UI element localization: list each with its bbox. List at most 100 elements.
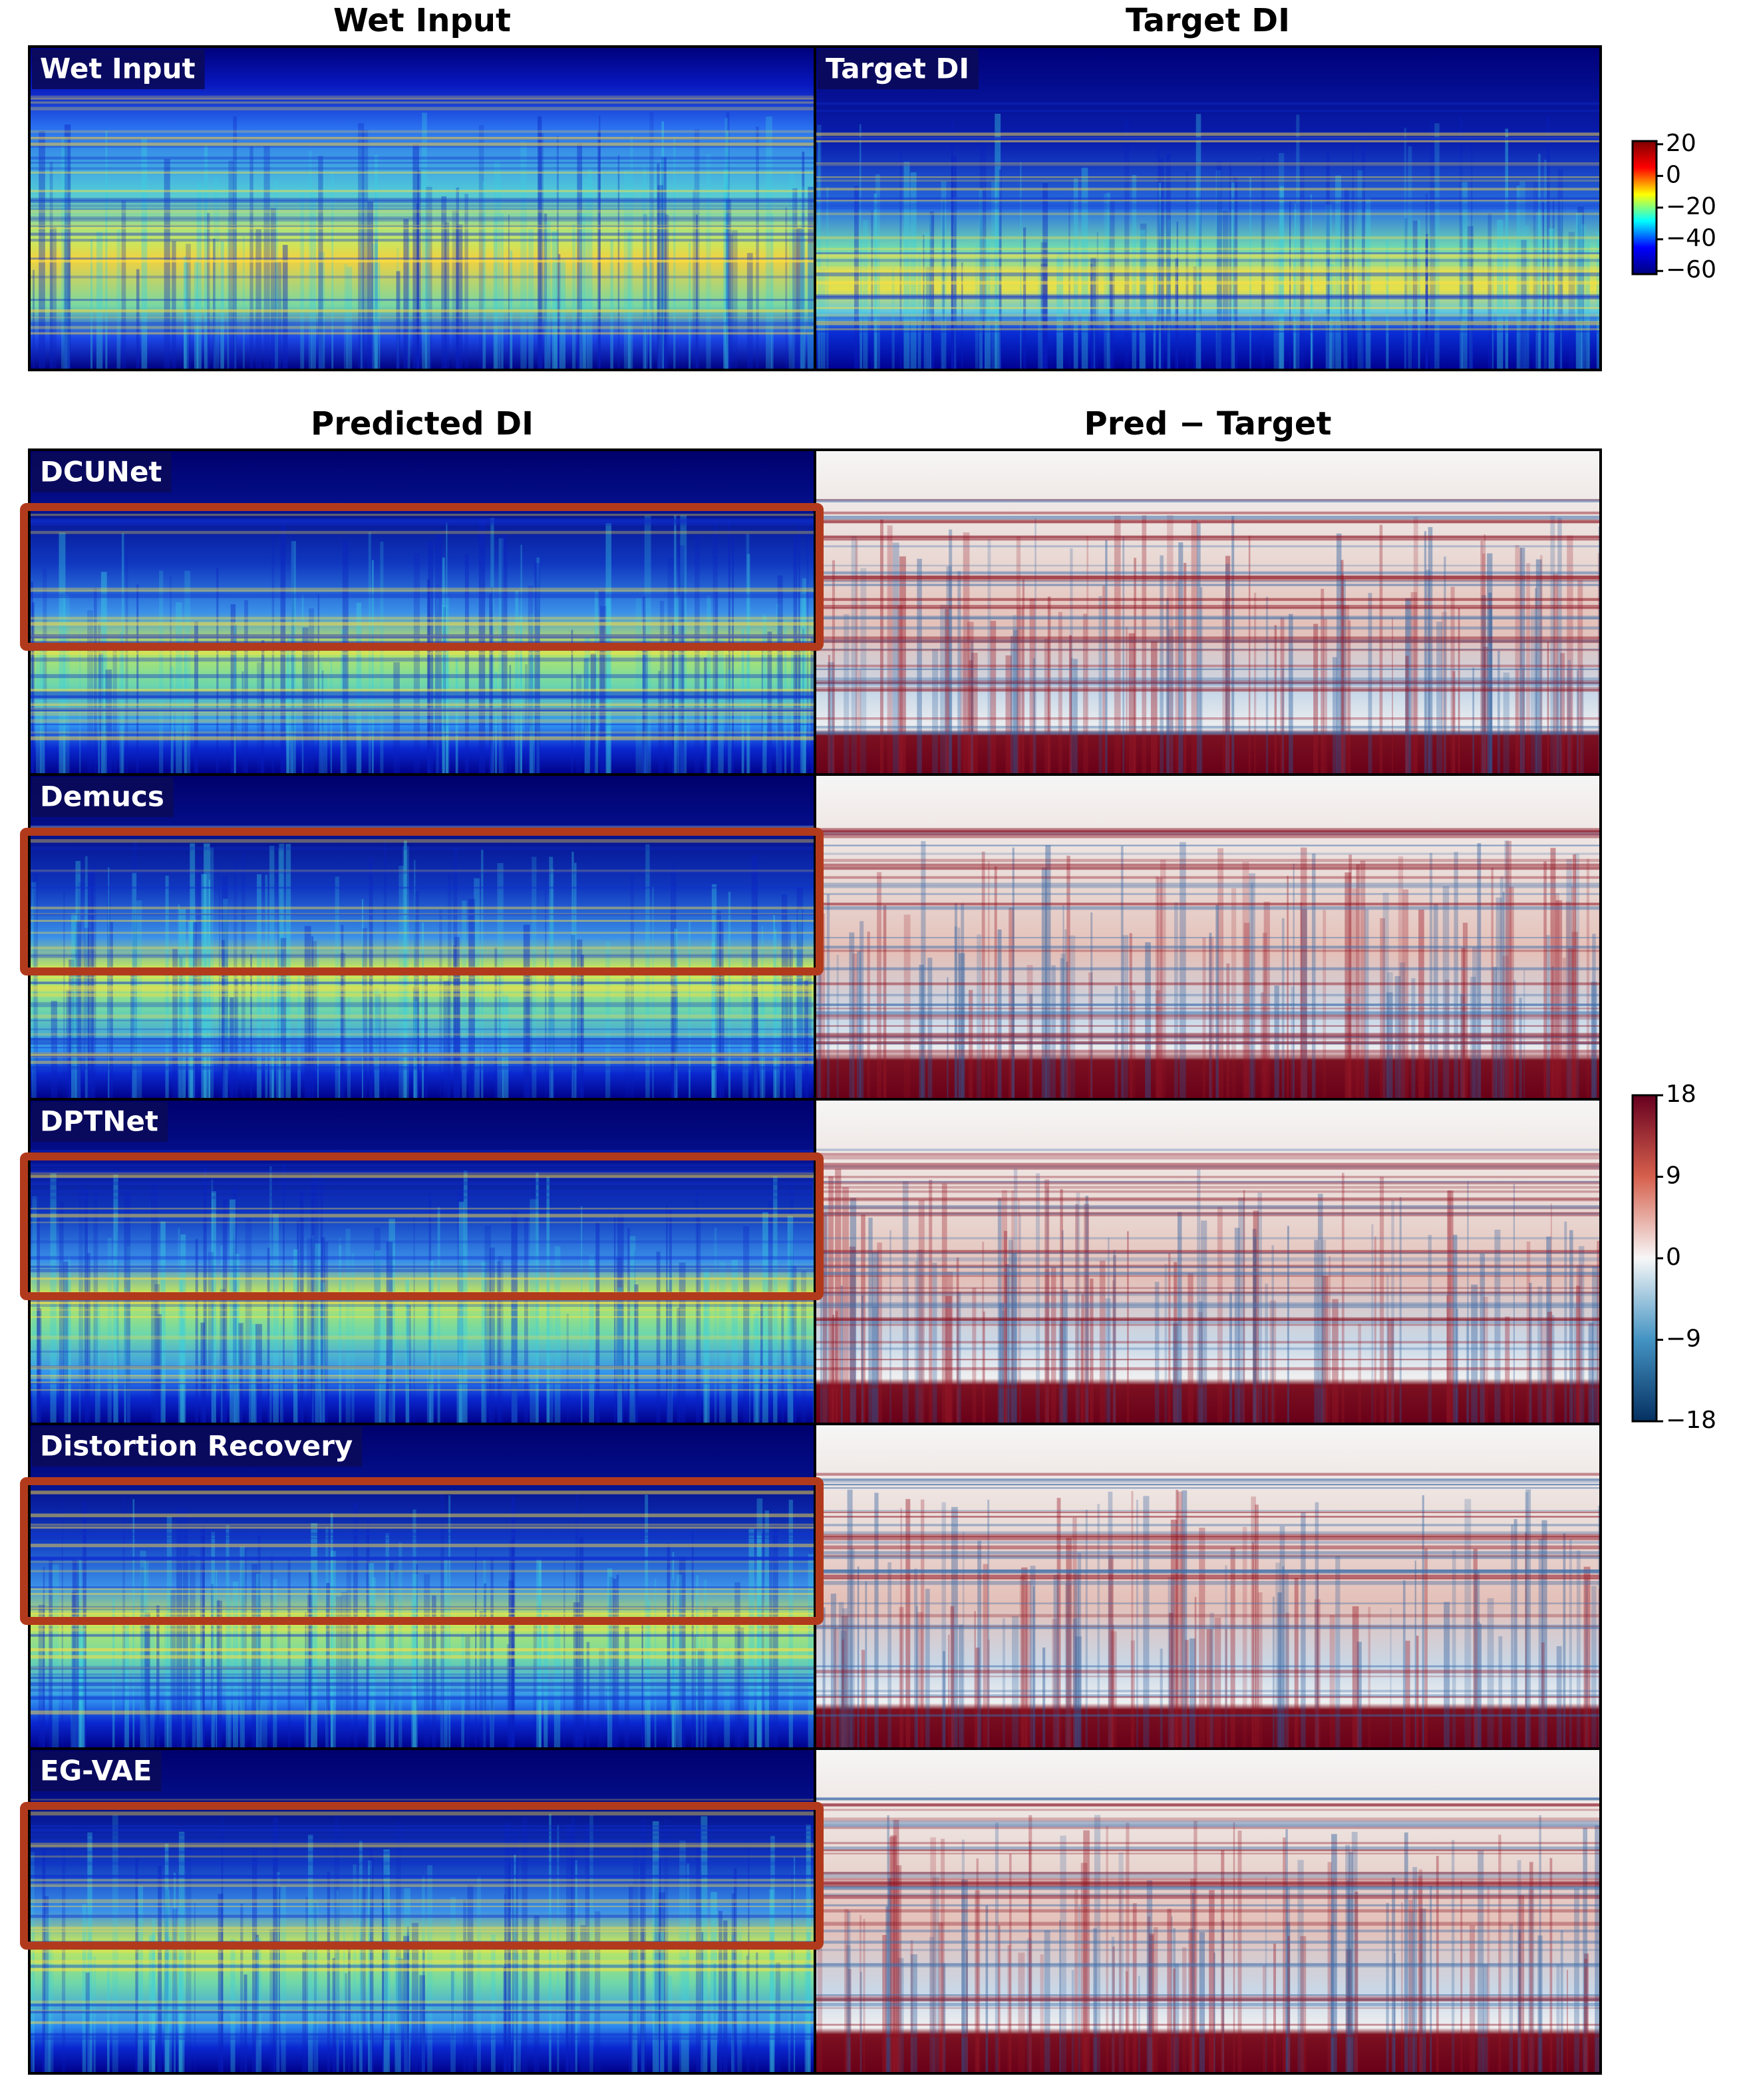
streak — [141, 138, 148, 370]
streak — [1502, 892, 1505, 1099]
streak — [852, 953, 858, 1099]
highlight-box — [20, 1477, 824, 1625]
harmonic — [815, 295, 1601, 299]
streak — [1368, 593, 1372, 775]
streak — [49, 162, 53, 370]
streak — [725, 654, 728, 775]
streak — [667, 1542, 671, 1749]
streak — [657, 185, 663, 370]
colorbar-tick-label: −9 — [1666, 1325, 1701, 1353]
streak — [1193, 266, 1197, 370]
streak — [84, 856, 88, 1099]
streak — [802, 151, 805, 370]
harmonic — [815, 1287, 1601, 1289]
streak — [1257, 1192, 1263, 1424]
streak — [398, 1958, 404, 2073]
streak — [429, 1260, 434, 1424]
streak — [77, 882, 84, 1099]
harmonic — [815, 1511, 1601, 1513]
streak — [456, 224, 463, 370]
streak — [363, 928, 367, 1099]
streak — [1149, 1935, 1154, 2073]
streak — [1110, 272, 1113, 370]
streak — [32, 1922, 35, 2073]
streak — [1145, 942, 1151, 1099]
streak — [1300, 902, 1303, 1099]
harmonic — [815, 885, 1601, 888]
panel-label: Distortion Recovery — [40, 1430, 353, 1463]
column-title: Target DI — [1126, 2, 1290, 39]
streak — [1070, 657, 1073, 775]
streak — [30, 1851, 35, 2073]
streak — [678, 545, 685, 775]
streak — [1066, 1538, 1072, 1749]
streak — [890, 1835, 897, 2073]
streak — [1497, 650, 1500, 775]
streak — [71, 1592, 76, 1749]
harmonic — [29, 1300, 815, 1304]
streak — [983, 1311, 985, 1424]
streak — [706, 154, 711, 370]
streak — [694, 129, 700, 370]
harmonic — [29, 617, 815, 620]
harmonic — [815, 1872, 1601, 1875]
harmonic — [29, 674, 815, 679]
streak — [1356, 1642, 1362, 1749]
streak — [1255, 1504, 1259, 1749]
streak — [571, 629, 573, 775]
harmonic — [815, 967, 1601, 971]
harmonic — [815, 1323, 1601, 1326]
harmonic — [29, 592, 815, 596]
streak — [1168, 1577, 1175, 1749]
harmonic — [815, 1675, 1601, 1677]
harmonic — [815, 1797, 1601, 1800]
streak — [184, 261, 189, 370]
streak — [760, 1302, 763, 1424]
streak — [351, 1253, 355, 1424]
streak — [463, 1899, 466, 2073]
streak — [1392, 617, 1394, 775]
streak — [1222, 210, 1229, 370]
streak — [595, 1222, 600, 1424]
streak — [1174, 1262, 1178, 1424]
streak — [1414, 1560, 1416, 1749]
streak — [697, 1216, 701, 1424]
harmonic — [815, 1510, 1601, 1512]
streak — [490, 587, 494, 775]
streak — [1225, 1629, 1227, 1749]
harmonic — [815, 1626, 1601, 1630]
streak — [695, 1827, 702, 2073]
streak — [31, 602, 35, 775]
streak — [456, 1315, 460, 1424]
streak — [1368, 1606, 1371, 1749]
streak — [372, 1577, 376, 1749]
harmonic — [29, 723, 815, 725]
harmonic — [815, 1317, 1601, 1321]
streak — [441, 196, 447, 370]
harmonic — [29, 98, 815, 100]
harmonic — [29, 696, 815, 700]
streak — [1090, 1278, 1094, 1424]
harmonic — [29, 1350, 815, 1353]
harmonic — [29, 1556, 815, 1560]
streak — [1533, 182, 1538, 370]
streak — [991, 181, 997, 370]
streak — [136, 269, 140, 370]
streak — [405, 1278, 410, 1424]
harmonic — [815, 1922, 1601, 1926]
streak — [1451, 1840, 1455, 2073]
panel-label: Wet Input — [40, 53, 196, 85]
harmonic — [815, 1014, 1601, 1017]
streak — [1019, 1576, 1025, 1749]
harmonic — [815, 2002, 1601, 2007]
harmonic — [815, 1689, 1601, 1693]
harmonic — [29, 1526, 815, 1529]
streak — [634, 1250, 636, 1424]
streak — [1199, 1932, 1205, 2073]
streak — [679, 1840, 686, 2073]
streak — [907, 1287, 909, 1424]
harmonic — [29, 1513, 815, 1518]
streak — [850, 1198, 857, 1424]
streak — [1326, 152, 1330, 370]
streak — [597, 130, 601, 370]
